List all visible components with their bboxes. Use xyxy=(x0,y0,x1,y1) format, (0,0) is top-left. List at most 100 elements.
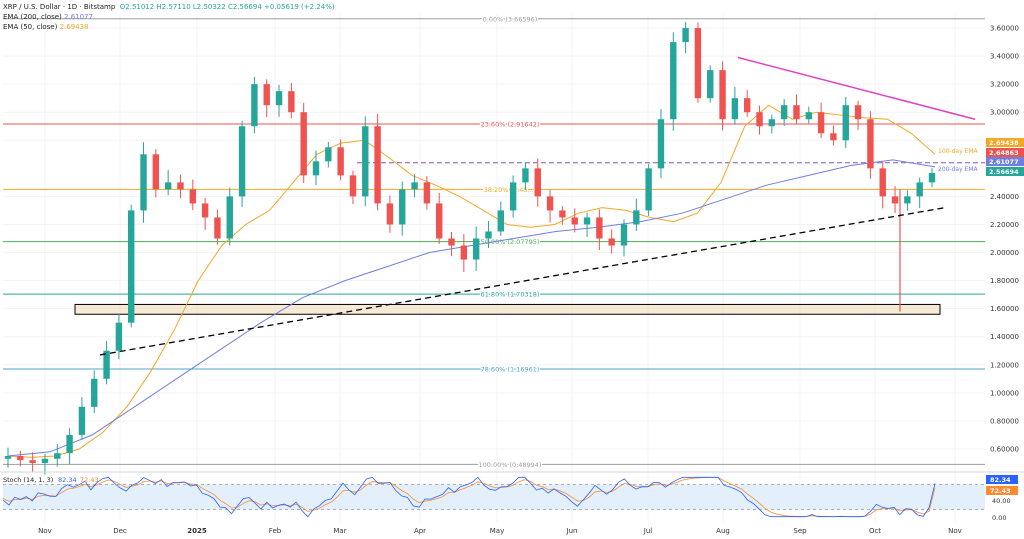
candle-body xyxy=(571,217,578,225)
candle-body xyxy=(177,182,184,190)
price-tag-label: 2.69438 xyxy=(989,139,1019,147)
candle-body xyxy=(374,126,381,204)
candle-body xyxy=(867,119,874,169)
candle-body xyxy=(436,203,443,239)
candle-body xyxy=(78,406,86,435)
candle-body xyxy=(460,245,468,260)
candle-body xyxy=(780,105,788,120)
candle-body xyxy=(386,203,394,225)
fib-label: 23.60% (2.91642) xyxy=(481,120,540,128)
candle-body xyxy=(509,182,517,211)
x-tick-label: Nov xyxy=(38,527,52,535)
price-tag-box xyxy=(986,167,1024,176)
candle-body xyxy=(682,28,689,43)
candle-body xyxy=(66,434,73,454)
candle-body xyxy=(312,161,320,176)
candle-body xyxy=(670,42,677,120)
candle-body xyxy=(337,147,344,176)
candle-body xyxy=(522,168,529,183)
y-tick-label: 1.00000 xyxy=(990,389,1019,397)
candle-body xyxy=(731,98,739,120)
stoch-k-line xyxy=(2,476,936,518)
candle-body xyxy=(399,189,406,225)
candle-body xyxy=(485,231,492,239)
stoch-k-legend: 82.34 xyxy=(58,476,77,484)
annotation-100-day-ema: 100-day EMA xyxy=(938,148,979,155)
price-tag-label: 2.56694 xyxy=(989,168,1019,176)
fib-label: 61.80% (1.70318) xyxy=(481,291,540,299)
stoch-tick-label: 40.00 xyxy=(992,497,1011,505)
y-tick-label: 3.60000 xyxy=(990,25,1019,33)
candle-body xyxy=(128,210,135,323)
price-tag-label: 2.64863 xyxy=(989,149,1019,157)
candle-body xyxy=(497,210,504,232)
candle-body xyxy=(140,154,147,211)
candle-body xyxy=(707,70,714,99)
candle-body xyxy=(300,112,307,176)
candle-body xyxy=(916,182,923,197)
candle-body xyxy=(238,126,246,197)
candle-body xyxy=(633,210,640,225)
price-tag-box xyxy=(986,148,1024,157)
candle-body xyxy=(608,238,615,246)
stoch-band-rect xyxy=(3,484,985,510)
ema-200-line xyxy=(7,159,936,457)
candle-body xyxy=(214,217,221,239)
candle-body xyxy=(830,133,837,141)
stoch-label: Stoch (14, 1, 3) xyxy=(3,476,53,484)
candle-body xyxy=(928,172,936,183)
candle-body xyxy=(54,453,61,459)
candle-body xyxy=(189,189,196,204)
fib-label: 100.00% (0.48994) xyxy=(479,461,542,469)
stoch-d-tag-label: 72.43 xyxy=(990,487,1011,495)
candle-body xyxy=(325,147,332,162)
candle-body xyxy=(91,378,98,407)
candle-body xyxy=(583,217,591,225)
x-tick-label: Aug xyxy=(716,527,730,535)
candle-body xyxy=(657,119,665,169)
candle-body xyxy=(263,84,270,106)
axes: Nov Dec 2025 Feb Mar Apr May Jun Jul Aug Sep Oct Nov… xyxy=(0,25,1024,535)
fib-label: 0.00% (3.66596) xyxy=(483,15,538,23)
y-tick-label: 1.80000 xyxy=(990,277,1019,285)
candle-body xyxy=(854,105,862,120)
candle-body xyxy=(891,196,899,204)
ema200-label: EMA (200, close) xyxy=(3,13,62,21)
candle-body xyxy=(201,203,209,218)
ema200-value: 2.61077 xyxy=(64,13,93,21)
ascending-trendline xyxy=(99,206,946,356)
x-tick-label: Feb xyxy=(269,527,282,535)
candle-body xyxy=(793,105,800,120)
stoch-band xyxy=(3,484,985,510)
y-tick-label: 3.40000 xyxy=(990,53,1019,61)
candle-body xyxy=(645,168,652,211)
x-tick-label: Nov xyxy=(948,527,962,535)
x-tick-label: Sep xyxy=(793,527,807,535)
y-tick-label: 3.00000 xyxy=(990,109,1019,117)
price-tag-box xyxy=(986,157,1024,166)
candle-body xyxy=(744,98,751,113)
candle-body xyxy=(17,455,24,461)
y-tick-label: 3.20000 xyxy=(990,81,1019,89)
fib-label: 50.00% (2.07795) xyxy=(481,238,540,246)
price-tag-box xyxy=(986,138,1024,147)
candle-body xyxy=(288,91,295,113)
y-tick-label: 1.20000 xyxy=(990,361,1019,369)
candles xyxy=(4,21,936,475)
ohlc-text: O2.51012 H2.57110 L2.50322 C2.56694 +0.0… xyxy=(119,3,335,11)
y-tick-label: 0.60000 xyxy=(990,445,1019,453)
candle-body xyxy=(817,112,825,134)
candle-body xyxy=(768,119,776,127)
ema200-legend: EMA (200, close) 2.61077 xyxy=(3,13,93,21)
candle-body xyxy=(596,217,603,239)
annotations: 100-day EMA 200-day EMA xyxy=(938,148,979,173)
stoch-d-tag xyxy=(986,486,1018,495)
candle-body xyxy=(164,182,172,190)
candle-body xyxy=(719,70,726,120)
ema50-legend: EMA (50, close) 2.69438 xyxy=(3,23,89,31)
candle-body xyxy=(349,175,357,197)
y-tick-label: 0.80000 xyxy=(990,417,1019,425)
candle-body xyxy=(423,182,431,204)
